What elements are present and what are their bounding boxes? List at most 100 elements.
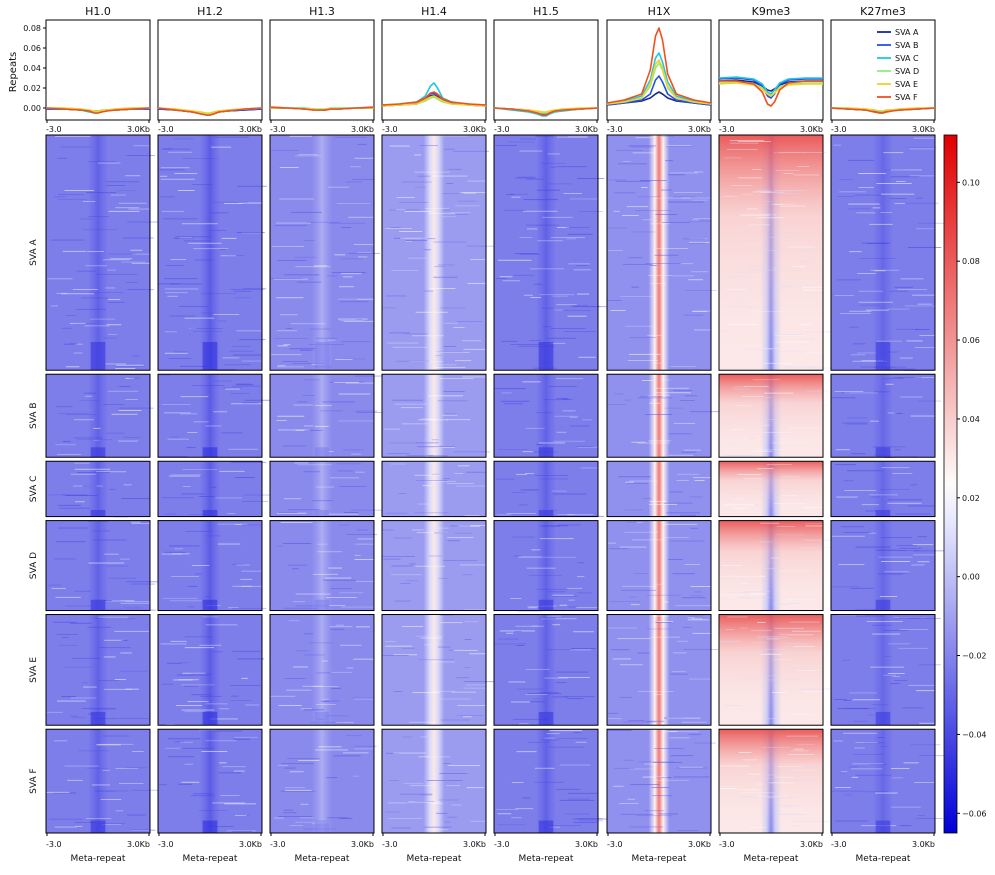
heatmap-texture [182, 672, 206, 674]
heatmap-texture [46, 791, 70, 793]
heatmap-texture [617, 638, 651, 640]
heatmap-texture [293, 601, 306, 603]
x-tick-label: 3.0Kb [239, 125, 262, 134]
heatmap-texture [284, 809, 293, 811]
heatmap-texture [689, 220, 710, 222]
heatmap-texture [891, 169, 922, 171]
heatmap-texture [551, 509, 558, 511]
heatmap-texture [839, 191, 866, 193]
heatmap-texture [339, 818, 353, 819]
heatmap-texture [125, 175, 141, 177]
heatmap-texture [70, 622, 92, 624]
heatmap-texture [550, 166, 557, 168]
heatmap-texture [103, 656, 116, 658]
heatmap-texture [753, 450, 773, 452]
heatmap-texture [727, 616, 748, 618]
heatmap-texture [608, 627, 637, 629]
heatmap-texture [221, 237, 237, 239]
heatmap-texture [662, 601, 669, 603]
x-axis-label: Meta-repeat [183, 854, 238, 864]
heatmap-texture [405, 240, 428, 241]
heatmap-fill [46, 520, 150, 611]
heatmap-texture [192, 184, 213, 186]
heatmap-texture [182, 469, 218, 470]
heatmap-texture [183, 686, 198, 687]
heatmap-texture [331, 272, 366, 274]
heatmap-texture [788, 246, 815, 248]
heatmap-texture [685, 290, 717, 291]
heatmap-texture [669, 737, 690, 739]
heatmap-texture [407, 257, 427, 259]
heatmap-texture [330, 477, 359, 479]
heatmap-texture [335, 722, 354, 723]
heatmap-texture [552, 595, 579, 597]
heatmap-texture [519, 345, 555, 347]
heatmap-texture [637, 397, 673, 399]
heatmap-texture [852, 360, 887, 362]
heatmap-texture [161, 404, 191, 405]
profile-panel-h1-2: H1.2-3.0 3.0Kb [157, 5, 263, 134]
heatmap-texture [655, 197, 691, 199]
heatmap-texture [403, 736, 413, 738]
heatmap-h1-2-sva-c [157, 460, 278, 518]
heatmap-frame [718, 614, 824, 726]
heatmap-texture [62, 250, 86, 252]
heatmap-texture [179, 662, 189, 664]
heatmap-texture [668, 433, 692, 435]
heatmap-texture [582, 419, 593, 421]
heatmap-texture [123, 484, 132, 486]
heatmap-texture [355, 471, 365, 473]
heatmap-texture [796, 166, 810, 167]
heatmap-texture [193, 421, 209, 423]
heatmap-texture [304, 429, 323, 431]
heatmap-frame [493, 460, 599, 518]
heatmap-texture [388, 818, 423, 819]
heatmap-texture [230, 288, 265, 290]
heatmap-texture [833, 144, 842, 146]
heatmap-h1-2-sva-a [157, 134, 278, 371]
heatmap-texture [105, 287, 116, 289]
heatmap-fill [158, 374, 262, 458]
heatmap-texture [324, 700, 341, 702]
heatmap-texture [340, 273, 362, 275]
heatmap-center-dark [90, 447, 106, 458]
heatmap-texture [758, 541, 773, 543]
heatmap-texture [115, 365, 145, 367]
heatmap-texture [356, 252, 372, 254]
heatmap-texture [337, 470, 354, 472]
heatmap-texture [317, 551, 342, 553]
heatmap-texture [872, 207, 881, 209]
heatmap-texture [538, 294, 575, 296]
heatmap-texture [849, 310, 872, 312]
heatmap-texture [858, 301, 893, 303]
heatmap-texture [690, 586, 726, 587]
heatmap-texture [414, 801, 435, 802]
heatmap-texture [61, 293, 94, 295]
heatmap-texture [575, 607, 599, 609]
heatmap-texture [743, 591, 771, 593]
heatmap-texture [325, 577, 352, 579]
heatmap-texture [385, 228, 412, 229]
heatmap-texture [647, 275, 672, 276]
heatmap-texture [831, 586, 860, 588]
heatmap-texture [448, 168, 462, 170]
heatmap-texture [337, 298, 374, 300]
panel-title-h1-3: H1.3 [309, 5, 335, 18]
heatmap-texture [467, 180, 493, 182]
heatmap-texture [170, 436, 180, 438]
heatmap-texture [231, 607, 267, 609]
heatmap-texture [110, 258, 133, 260]
heatmap-texture [659, 813, 679, 815]
heatmap-texture [101, 824, 121, 825]
heatmap-texture [351, 453, 361, 455]
heatmap-texture [231, 695, 239, 697]
heatmap-texture [127, 618, 136, 620]
heatmap-texture [69, 343, 78, 345]
panel-title-h1-2: H1.2 [197, 5, 223, 18]
heatmap-texture [54, 826, 77, 828]
heatmap-texture [664, 731, 699, 733]
heatmap-texture [496, 478, 515, 480]
heatmap-texture [423, 826, 452, 828]
heatmap-texture [393, 237, 404, 239]
heatmap-texture [664, 523, 698, 525]
